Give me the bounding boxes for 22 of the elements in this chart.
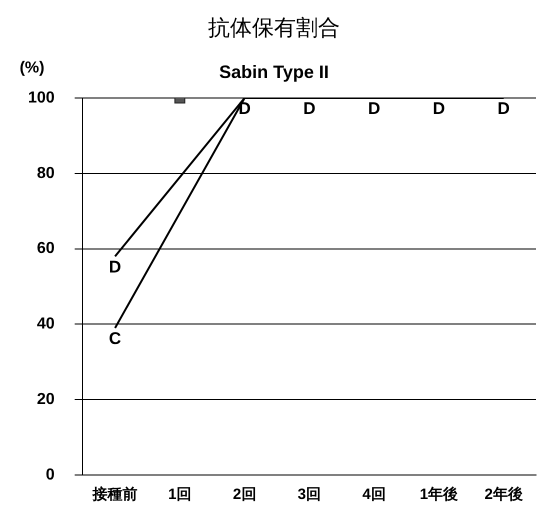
x-tick-label: 1年後 [420,486,458,504]
text: D [368,99,380,118]
x-tick-label: 2年後 [484,486,523,504]
y-axis-title: (%) [20,59,44,76]
y-tick-label: 80 [36,164,55,182]
x-tick-label: 接種前 [92,486,138,504]
text: D [497,99,510,118]
y-tick-label: 60 [36,240,55,258]
x-tick-label: 4回 [362,486,386,504]
chart-subtitle: Sabin Type II [219,62,329,82]
y-tick-label: 100 [28,89,55,106]
y-tick-label: 40 [36,316,55,333]
x-tick-label: 2回 [232,486,256,504]
y-tick-label: 20 [36,391,55,408]
text: D [108,258,122,277]
y-tick-label: 0 [46,466,55,484]
chart-title: 抗体保有割合 [208,16,340,41]
series-label: C [108,329,122,348]
text: D [432,99,446,118]
x-tick-label: 1回 [168,486,192,504]
text: D [303,99,316,118]
x-tick-label: 3回 [298,486,322,504]
